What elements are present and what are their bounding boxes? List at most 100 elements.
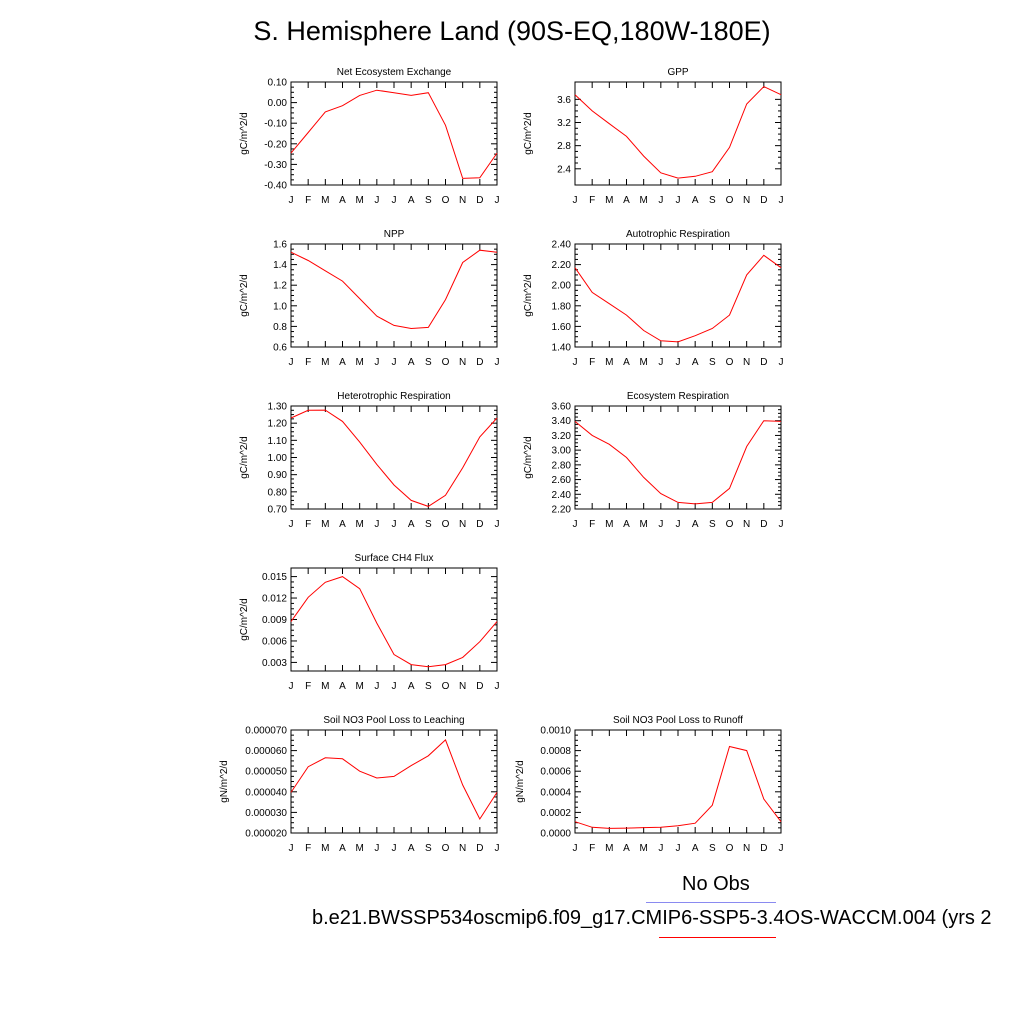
y-tick-label: 1.60 — [552, 322, 572, 333]
y-tick-label: 0.10 — [268, 78, 288, 89]
y-tick-label: 1.20 — [268, 419, 288, 430]
y-tick-label: 1.40 — [552, 343, 572, 354]
chart-panel: Heterotrophic Respiration gC/m^2/d 0.70 0.8… — [239, 391, 500, 530]
panel-title: Soil NO3 Pool Loss to Leaching — [323, 715, 464, 726]
x-tick-label: F — [305, 357, 311, 368]
chart-panel: Soil NO3 Pool Loss to Runoff gN/m^2/d 0.00… — [515, 715, 784, 854]
x-tick-label: N — [743, 357, 750, 368]
y-tick-label: 2.00 — [552, 281, 572, 292]
x-tick-label: N — [743, 195, 750, 206]
x-tick-label: J — [374, 681, 379, 692]
x-tick-label: M — [639, 843, 647, 854]
y-tick-label: 0.8 — [273, 322, 287, 333]
y-tick-label: 2.40 — [552, 240, 572, 251]
panel-title: NPP — [384, 229, 405, 240]
x-tick-label: O — [442, 195, 450, 206]
x-tick-label: N — [459, 195, 466, 206]
panel-title: Ecosystem Respiration — [627, 391, 729, 402]
plot-frame — [574, 729, 782, 834]
chart-panel: Autotrophic Respiration gC/m^2/d 1.40 1.60 1… — [523, 229, 784, 368]
x-tick-label: J — [392, 357, 397, 368]
x-tick-label: J — [573, 195, 578, 206]
x-tick-label: A — [339, 195, 346, 206]
x-tick-label: D — [760, 357, 767, 368]
x-tick-label: J — [374, 519, 379, 530]
x-tick-label: D — [476, 357, 483, 368]
x-tick-label: J — [392, 843, 397, 854]
y-tick-label: -0.40 — [264, 181, 287, 192]
x-tick-label: A — [408, 843, 415, 854]
y-tick-label: 3.40 — [552, 416, 572, 427]
y-tick-label: 2.20 — [552, 260, 572, 271]
x-tick-label: D — [476, 519, 483, 530]
x-tick-label: S — [425, 519, 432, 530]
x-tick-label: J — [658, 519, 663, 530]
x-tick-label: A — [339, 681, 346, 692]
x-tick-label: O — [726, 519, 734, 530]
x-tick-label: S — [709, 195, 716, 206]
x-tick-label: F — [305, 519, 311, 530]
y-tick-label: 1.30 — [268, 402, 288, 413]
x-tick-label: A — [623, 195, 630, 206]
y-tick-label: 2.20 — [552, 505, 572, 516]
x-tick-label: J — [289, 681, 294, 692]
x-tick-label: A — [623, 357, 630, 368]
series-line — [574, 420, 782, 505]
x-tick-label: J — [658, 843, 663, 854]
y-axis-label: gN/m^2/d — [515, 760, 526, 803]
plot-frame — [290, 405, 498, 510]
panel-title: Autotrophic Respiration — [626, 229, 730, 240]
x-tick-label: F — [305, 681, 311, 692]
y-tick-label: 0.000040 — [245, 787, 287, 798]
y-tick-label: 3.60 — [552, 402, 572, 413]
x-tick-label: J — [289, 357, 294, 368]
series-line — [290, 89, 498, 179]
x-tick-label: J — [495, 519, 500, 530]
legend-case-label: b.e21.BWSSP534oscmip6.f09_g17.CMIP6-SSP5… — [312, 907, 992, 929]
legend-case-line — [659, 937, 776, 938]
x-tick-label: A — [692, 519, 699, 530]
x-tick-label: M — [321, 681, 329, 692]
x-tick-label: J — [779, 357, 784, 368]
x-tick-label: D — [476, 195, 483, 206]
x-tick-label: D — [760, 195, 767, 206]
panel-title: Surface CH4 Flux — [355, 553, 434, 564]
x-tick-label: J — [374, 195, 379, 206]
x-tick-label: M — [321, 357, 329, 368]
y-tick-label: 3.2 — [557, 118, 571, 129]
x-tick-label: A — [408, 195, 415, 206]
y-tick-label: 1.0 — [273, 301, 287, 312]
x-tick-label: J — [495, 843, 500, 854]
y-tick-label: -0.20 — [264, 139, 287, 150]
x-tick-label: M — [321, 195, 329, 206]
x-tick-label: O — [442, 519, 450, 530]
y-tick-label: 0.000030 — [245, 808, 287, 819]
x-tick-label: M — [639, 357, 647, 368]
x-tick-label: J — [289, 843, 294, 854]
plot-frame — [290, 729, 498, 834]
y-tick-label: 2.60 — [552, 475, 572, 486]
y-tick-label: 0.009 — [262, 615, 287, 626]
x-tick-label: M — [355, 195, 363, 206]
chart-panel: Surface CH4 Flux gC/m^2/d 0.003 0.006 0.009 0… — [239, 553, 500, 692]
x-tick-label: D — [760, 843, 767, 854]
plot-frame — [574, 243, 782, 348]
y-axis-label: gC/m^2/d — [523, 274, 534, 317]
y-tick-label: 0.80 — [268, 487, 288, 498]
series-line — [574, 85, 782, 179]
y-tick-label: 1.4 — [273, 260, 287, 271]
x-tick-label: D — [476, 681, 483, 692]
panel-title: Soil NO3 Pool Loss to Runoff — [613, 715, 743, 726]
series-line — [290, 576, 498, 668]
y-axis-label: gC/m^2/d — [239, 598, 250, 641]
y-tick-label: 2.8 — [557, 141, 571, 152]
y-tick-label: 0.0010 — [540, 726, 571, 737]
y-axis-label: gC/m^2/d — [523, 436, 534, 479]
x-tick-label: M — [605, 195, 613, 206]
y-tick-label: 0.0004 — [540, 787, 571, 798]
x-tick-label: A — [339, 843, 346, 854]
panel-title: Heterotrophic Respiration — [337, 391, 450, 402]
y-tick-label: 0.000060 — [245, 746, 287, 757]
